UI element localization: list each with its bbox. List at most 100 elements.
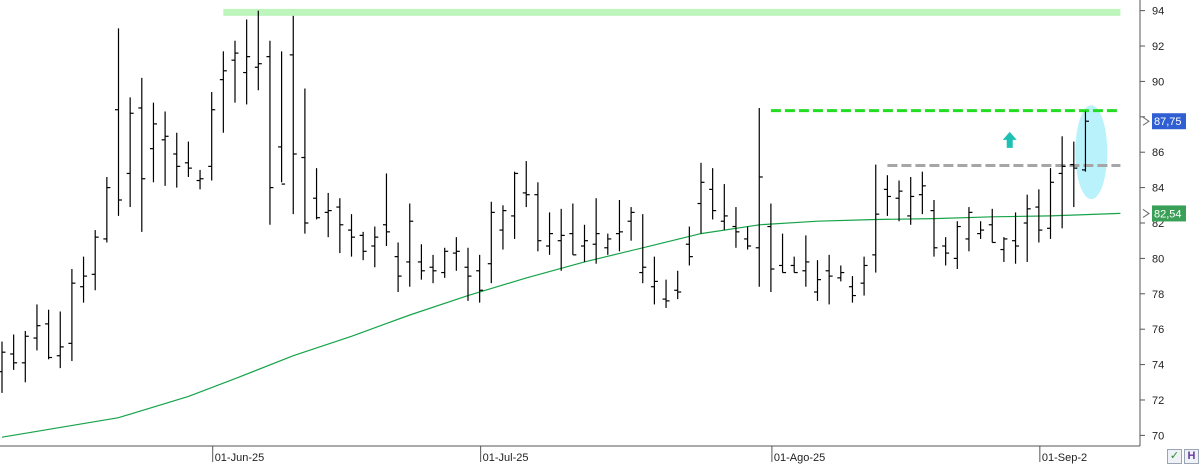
ohlc-bar-89 bbox=[1035, 189, 1043, 243]
ohlc-bar-83 bbox=[965, 207, 973, 252]
up-arrow-icon bbox=[1002, 131, 1017, 148]
x-tick-label: 01-Sep-2 bbox=[1042, 452, 1087, 464]
y-tick-label: 74 bbox=[1152, 360, 1164, 372]
x-tick-label: 01-Ago-25 bbox=[774, 452, 825, 464]
ohlc-bar-65 bbox=[755, 107, 763, 287]
x-tick-label: 01-Jul-25 bbox=[483, 452, 529, 464]
check-icon[interactable]: ✓ bbox=[1167, 449, 1182, 464]
ohlc-bar-37 bbox=[429, 254, 437, 284]
ohlc-bar-46 bbox=[534, 182, 542, 252]
ohlc-bar-86 bbox=[1000, 237, 1008, 262]
ohlc-bar-34 bbox=[394, 242, 402, 293]
ohlc-bar-66 bbox=[767, 203, 775, 293]
ohlc-bar-8 bbox=[91, 230, 99, 291]
ohlc-bar-38 bbox=[441, 247, 449, 278]
ohlc-bar-93 bbox=[1081, 111, 1089, 172]
ohlc-bar-92 bbox=[1070, 141, 1078, 208]
price-label-text: 87,75 bbox=[1154, 116, 1182, 128]
ohlc-bar-12 bbox=[138, 77, 146, 232]
ohlc-bar-48 bbox=[557, 208, 565, 271]
y-tick-label: 90 bbox=[1152, 76, 1164, 88]
ohlc-bar-47 bbox=[546, 212, 554, 255]
ohlc-bar-25 bbox=[289, 15, 297, 215]
ohlc-bar-1 bbox=[10, 334, 18, 370]
price-label-box-0 bbox=[1152, 113, 1186, 130]
ohlc-bar-26 bbox=[301, 88, 309, 234]
ohlc-bar-28 bbox=[324, 192, 332, 238]
ohlc-bar-59 bbox=[685, 226, 693, 266]
ohlc-bar-56 bbox=[650, 256, 658, 305]
ohlc-bar-20 bbox=[231, 40, 239, 103]
ohlc-bar-85 bbox=[988, 208, 996, 244]
ohlc-bar-7 bbox=[80, 256, 88, 303]
ohlc-bar-13 bbox=[149, 102, 157, 183]
ohlc-bar-72 bbox=[837, 265, 845, 282]
ohlc-bar-4 bbox=[45, 309, 53, 360]
highlight-ellipse bbox=[1075, 105, 1108, 200]
ohlc-bar-10 bbox=[115, 28, 122, 216]
ohlc-bar-77 bbox=[895, 180, 903, 222]
ohlc-bar-70 bbox=[814, 260, 821, 301]
y-tick-label: 78 bbox=[1152, 289, 1164, 301]
ohlc-bar-16 bbox=[184, 141, 192, 177]
y-tick-label: 86 bbox=[1152, 147, 1164, 159]
h-toggle-button[interactable]: H bbox=[1184, 449, 1199, 464]
ohlc-bar-31 bbox=[359, 231, 367, 261]
ohlc-bar-53 bbox=[615, 199, 623, 252]
ohlc-bar-90 bbox=[1047, 168, 1054, 239]
y-tick-label: 92 bbox=[1152, 41, 1164, 53]
ohlc-bar-43 bbox=[499, 205, 507, 250]
ohlc-bar-15 bbox=[173, 132, 181, 188]
ohlc-bar-88 bbox=[1023, 194, 1031, 262]
ohlc-bar-81 bbox=[942, 237, 950, 266]
y-tick-label: 94 bbox=[1152, 6, 1164, 18]
price-label-text: 82,54 bbox=[1154, 208, 1182, 220]
ohlc-bar-84 bbox=[977, 221, 985, 239]
ohlc-bar-35 bbox=[406, 203, 414, 287]
ohlc-bar-32 bbox=[371, 226, 379, 268]
price-label-arrow-icon bbox=[1142, 116, 1150, 126]
ohlc-bar-57 bbox=[662, 279, 670, 308]
ohlc-bar-2 bbox=[21, 330, 29, 383]
y-tick-label: 84 bbox=[1152, 183, 1164, 195]
y-tick-label: 72 bbox=[1152, 395, 1164, 407]
ohlc-bar-80 bbox=[930, 199, 938, 257]
y-tick-label: 76 bbox=[1152, 324, 1164, 336]
ohlc-bar-17 bbox=[196, 169, 204, 190]
ohlc-bar-40 bbox=[464, 247, 472, 301]
ohlc-bar-6 bbox=[68, 269, 76, 362]
ohlc-bar-58 bbox=[674, 270, 682, 300]
ohlc-bar-63 bbox=[732, 207, 740, 248]
ohlc-bar-44 bbox=[511, 171, 519, 239]
ohlc-bar-50 bbox=[581, 224, 588, 262]
price-label-box-1 bbox=[1152, 205, 1186, 222]
ohlc-bars bbox=[0, 10, 1089, 393]
ohlc-bar-68 bbox=[790, 256, 798, 274]
ohlc-bar-55 bbox=[639, 214, 647, 284]
y-tick-label: 70 bbox=[1152, 430, 1164, 442]
ohlc-bar-29 bbox=[336, 198, 344, 254]
ohlc-bar-82 bbox=[953, 221, 961, 270]
ohlc-bar-19 bbox=[219, 51, 227, 133]
ohlc-bar-91 bbox=[1058, 136, 1066, 229]
ohlc-bar-61 bbox=[709, 168, 717, 220]
ohlc-bar-60 bbox=[697, 162, 705, 234]
ohlc-bar-76 bbox=[883, 175, 891, 216]
ohlc-bar-23 bbox=[266, 40, 274, 225]
ohlc-bar-14 bbox=[161, 111, 169, 186]
ohlc-bar-30 bbox=[348, 214, 355, 257]
ohlc-bar-75 bbox=[872, 164, 880, 273]
ohlc-bar-9 bbox=[103, 176, 111, 243]
ohlc-bar-52 bbox=[604, 233, 612, 255]
ohlc-bar-49 bbox=[569, 203, 577, 256]
ohlc-bar-71 bbox=[825, 254, 833, 305]
x-tick-label: 01-Jun-25 bbox=[215, 452, 265, 464]
ohlc-bar-36 bbox=[417, 244, 425, 280]
ohlc-bar-21 bbox=[243, 19, 251, 105]
ohlc-bar-51 bbox=[592, 198, 600, 264]
ohlc-bar-39 bbox=[452, 237, 460, 271]
ohlc-bar-3 bbox=[33, 304, 41, 351]
ohlc-bar-78 bbox=[907, 176, 915, 225]
